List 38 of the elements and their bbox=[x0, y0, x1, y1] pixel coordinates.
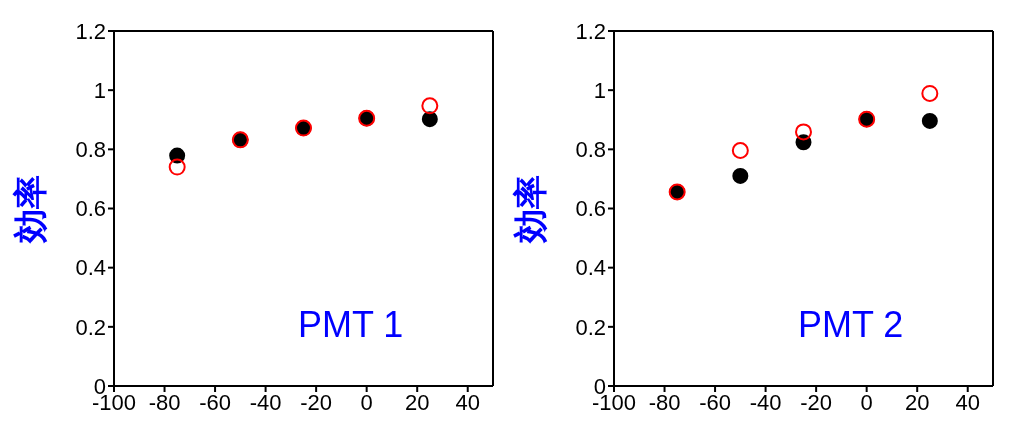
x-tick-label: 20 bbox=[404, 389, 430, 415]
annotation: PMT 2 bbox=[798, 304, 904, 346]
y-tick-label: 1 bbox=[593, 77, 606, 103]
point bbox=[421, 111, 438, 128]
y-tick-label: 0.2 bbox=[75, 314, 106, 340]
x-tick-label: -40 bbox=[249, 389, 282, 415]
y-tick-label: 0.4 bbox=[575, 255, 606, 281]
y-tick-label: 0.2 bbox=[575, 314, 606, 340]
y-tick-label: 0.8 bbox=[75, 137, 106, 163]
y-tick-label: 1.2 bbox=[575, 18, 606, 44]
x-tick-label: -60 bbox=[199, 389, 231, 415]
y-axis-title: 効率 bbox=[510, 174, 551, 244]
point bbox=[795, 123, 812, 141]
y-tick-label: 0.4 bbox=[75, 255, 106, 281]
x-tick-label: -20 bbox=[300, 389, 333, 415]
y-tick-label: 0.6 bbox=[75, 196, 106, 222]
point bbox=[921, 84, 939, 102]
x-tick-label: 0 bbox=[360, 389, 373, 415]
point bbox=[421, 97, 439, 115]
x-tick-label: -80 bbox=[148, 389, 181, 415]
x-tick-label: 40 bbox=[955, 389, 980, 415]
y-tick-label: 0.6 bbox=[575, 196, 606, 222]
x-tick-label: 0 bbox=[860, 389, 873, 415]
x-tick-label: 40 bbox=[455, 389, 480, 415]
y-tick-label: 0.8 bbox=[575, 137, 606, 163]
y-tick-label: 1 bbox=[93, 77, 106, 103]
point bbox=[168, 158, 186, 176]
x-tick-label: -20 bbox=[800, 389, 833, 415]
y-tick-label: 1.2 bbox=[75, 18, 106, 44]
x-tick-label: -40 bbox=[749, 389, 782, 415]
y-axis-title: 効率 bbox=[10, 174, 51, 244]
annotation: PMT 1 bbox=[298, 304, 404, 346]
x-tick-label: -60 bbox=[699, 389, 731, 415]
point bbox=[732, 167, 749, 184]
x-tick-label: -80 bbox=[648, 389, 681, 415]
point bbox=[731, 142, 749, 160]
point bbox=[921, 112, 938, 129]
x-tick-label: 20 bbox=[904, 389, 930, 415]
